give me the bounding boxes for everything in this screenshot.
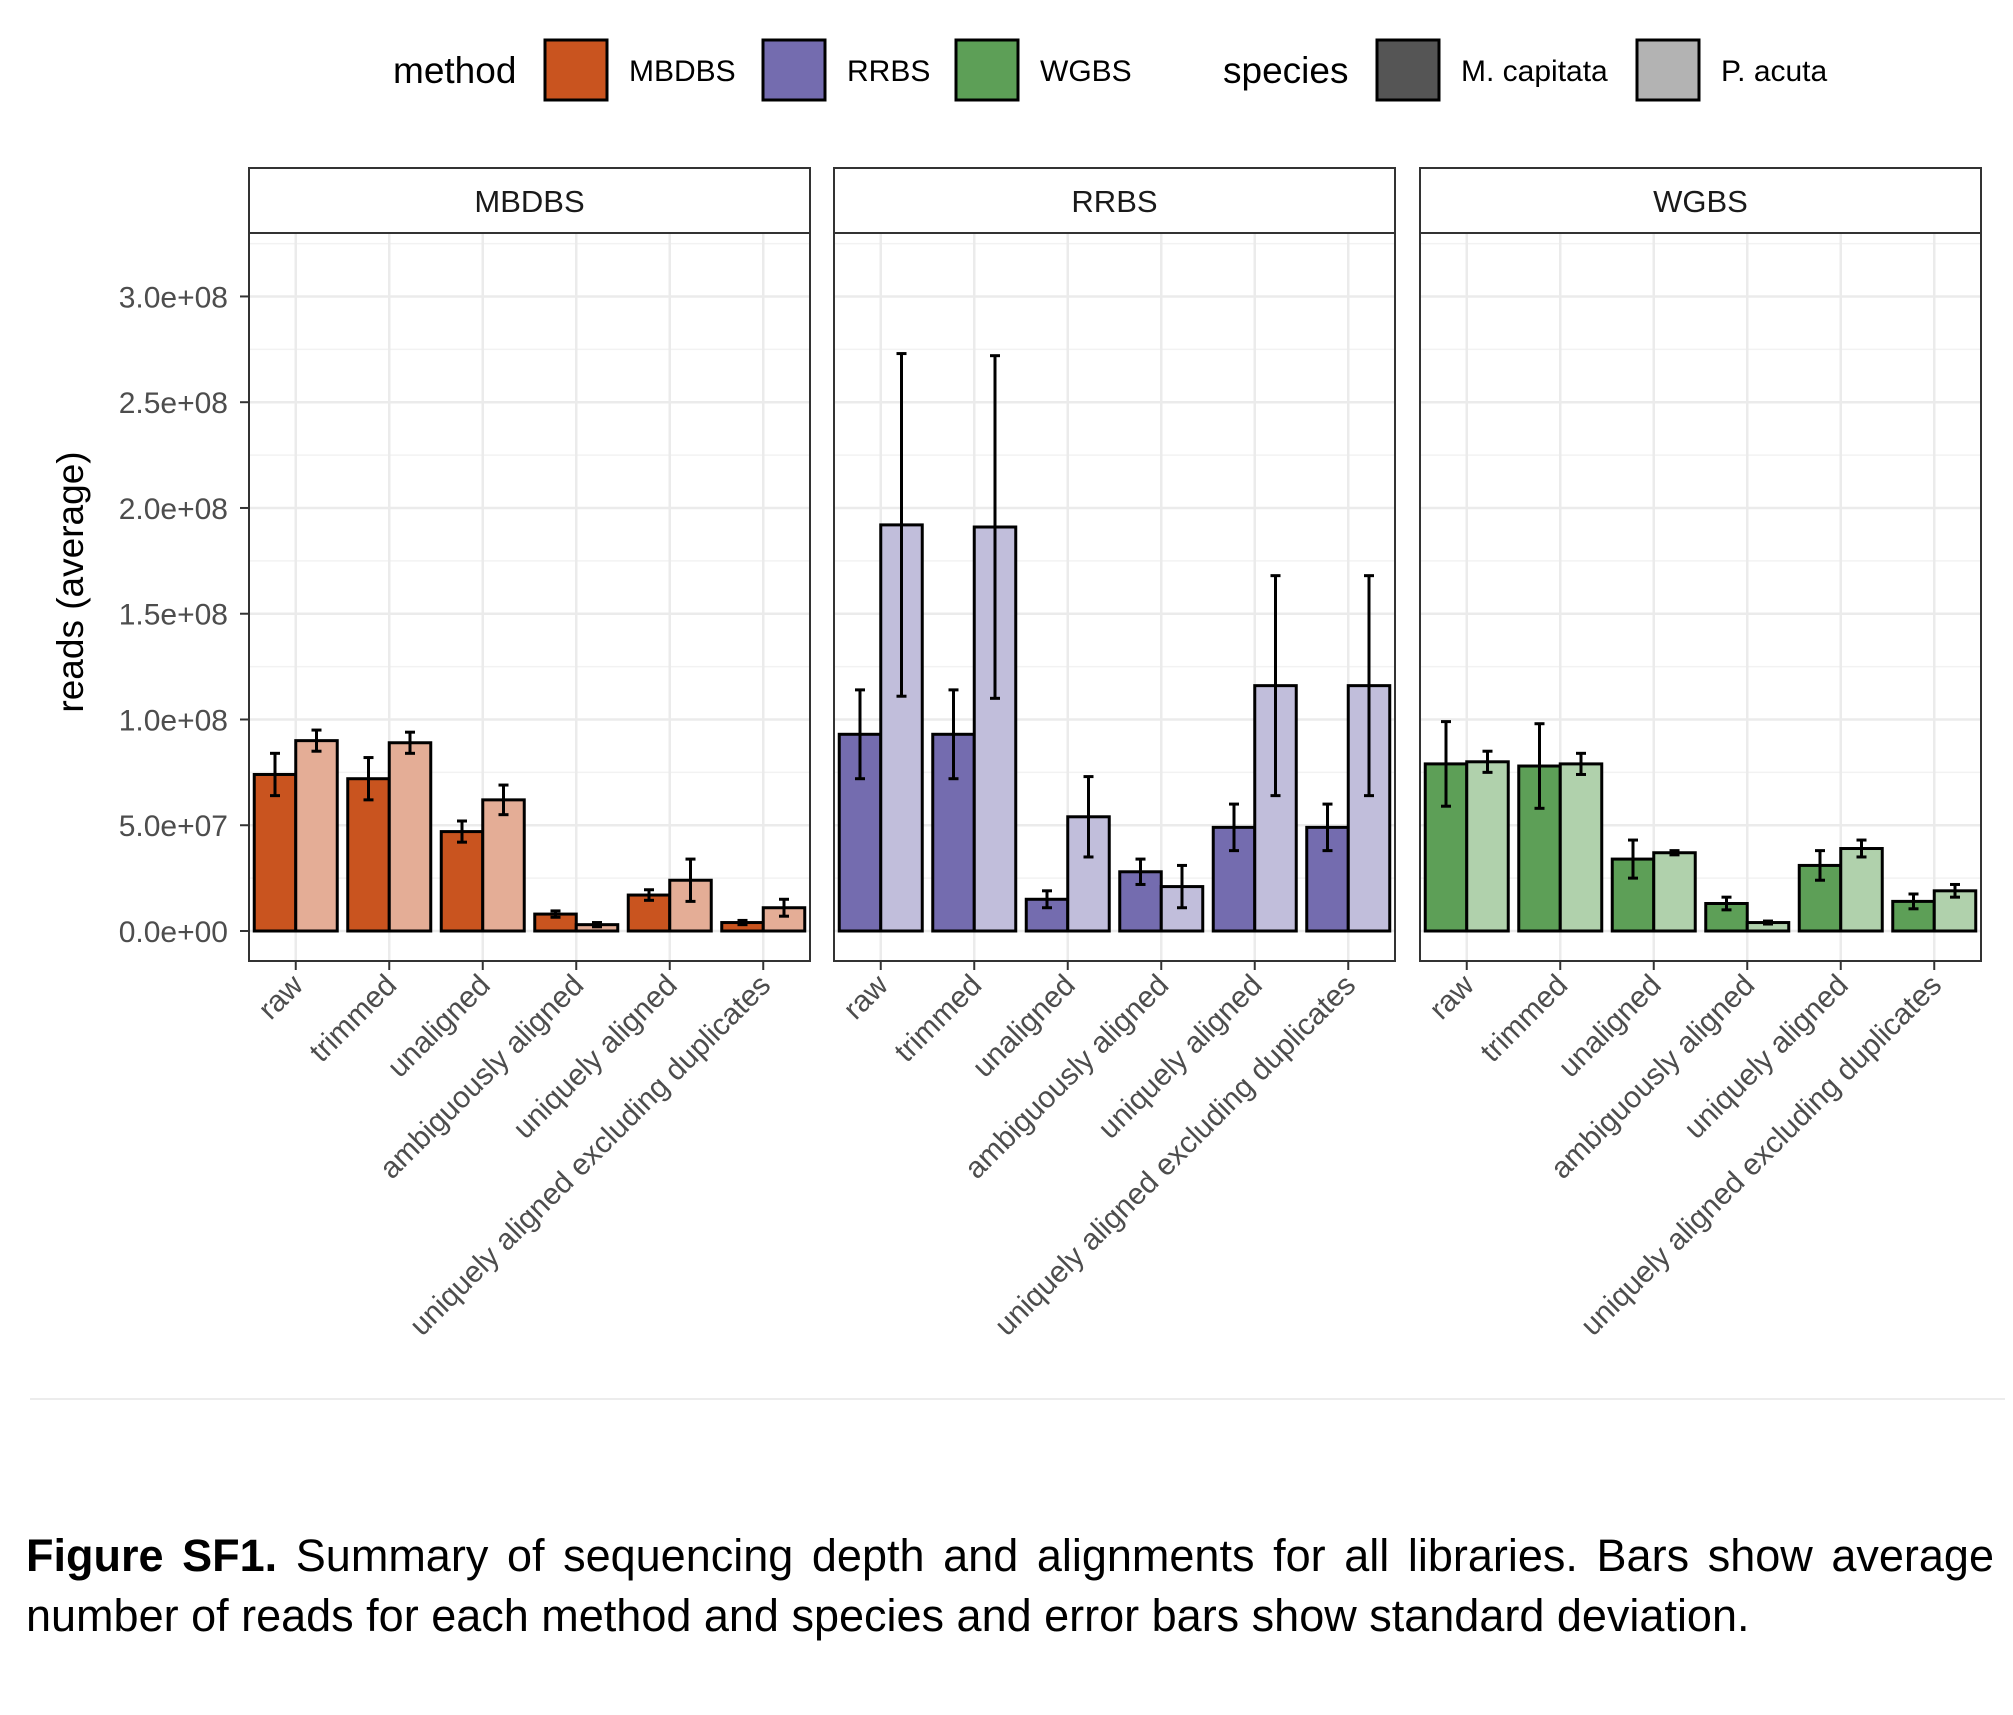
bar-mbdbs-1-2 bbox=[439, 830, 485, 933]
bar-mbdbs-1-0 bbox=[252, 772, 298, 933]
legend-key-rrbs bbox=[761, 38, 827, 102]
legend-label-rrbs: RRBS bbox=[847, 55, 930, 88]
caption-label: Figure SF1. bbox=[26, 1530, 278, 1581]
bar-wgbs-2-4 bbox=[1839, 847, 1884, 933]
caption-text: Summary of sequencing depth and alignmen… bbox=[26, 1530, 1994, 1641]
strip-wgbs bbox=[1419, 167, 1982, 234]
legend-label-mbdbs: MBDBS bbox=[629, 55, 736, 88]
panel-border-rrbs bbox=[833, 232, 1396, 962]
legend: method MBDBS RRBS WGBS species M. capitata P. … bbox=[393, 38, 1828, 102]
bar-wgbs-2-0 bbox=[1465, 760, 1510, 933]
panel-border-wgbs bbox=[1419, 232, 1982, 962]
bar-wgbs-1-4 bbox=[1797, 863, 1843, 933]
x-tick-label-mbdbs-4: uniquely aligned bbox=[507, 969, 684, 1146]
faceted-bar-chart: method MBDBS RRBS WGBS species M. capitata P. … bbox=[50, 38, 1982, 1342]
bar-mbdbs-2-0 bbox=[294, 739, 339, 933]
y-tick-label-1: 5.0e+07 bbox=[119, 810, 228, 843]
plot-area-mbdbs bbox=[249, 233, 810, 961]
y-tick-label-6: 3.0e+08 bbox=[119, 281, 228, 314]
x-tick-label-wgbs-0: raw bbox=[1423, 968, 1481, 1026]
x-tick-label-rrbs-4: uniquely aligned bbox=[1092, 969, 1269, 1146]
bar-wgbs-1-1 bbox=[1517, 764, 1562, 933]
strip-label-rrbs: RRBS bbox=[1071, 184, 1157, 219]
legend-title-species: species bbox=[1223, 50, 1348, 91]
plot-area-rrbs bbox=[834, 233, 1395, 961]
legend-title-method: method bbox=[393, 50, 516, 91]
legend-key-species-2 bbox=[1635, 38, 1701, 102]
plot-area-wgbs bbox=[1420, 233, 1981, 961]
y-tick-label-2: 1.0e+08 bbox=[119, 704, 228, 737]
y-tick-label-4: 2.0e+08 bbox=[119, 493, 228, 526]
y-axis: 0.0e+00 5.0e+07 1.0e+08 1.5e+08 2.0e+08 2.5e+… bbox=[50, 281, 249, 949]
x-tick-label-rrbs-0: raw bbox=[837, 968, 895, 1026]
legend-key-wgbs bbox=[954, 38, 1020, 102]
x-tick-label-mbdbs-0: raw bbox=[252, 968, 310, 1026]
bar-wgbs-2-2 bbox=[1652, 851, 1697, 933]
strip-label-mbdbs: MBDBS bbox=[474, 184, 584, 219]
legend-label-wgbs: WGBS bbox=[1040, 55, 1132, 88]
y-axis-title: reads (average) bbox=[50, 451, 91, 712]
y-tick-label-0: 0.0e+00 bbox=[119, 916, 228, 949]
legend-label-species-2: P. acuta bbox=[1721, 55, 1828, 88]
strip-label-wgbs: WGBS bbox=[1653, 184, 1748, 219]
bar-mbdbs-2-2 bbox=[481, 798, 526, 933]
legend-label-species-1: M. capitata bbox=[1461, 55, 1608, 88]
legend-key-species-1 bbox=[1375, 38, 1441, 102]
figure-caption: Figure SF1. Summary of sequencing depth … bbox=[26, 1526, 1994, 1646]
x-tick-label-wgbs-4: uniquely aligned bbox=[1678, 969, 1855, 1146]
divider bbox=[30, 1398, 2005, 1400]
bar-mbdbs-1-1 bbox=[346, 777, 391, 933]
bar-wgbs-2-1 bbox=[1558, 762, 1604, 933]
bar-mbdbs-2-1 bbox=[387, 741, 433, 933]
legend-key-mbdbs bbox=[543, 38, 609, 102]
y-tick-label-3: 1.5e+08 bbox=[119, 599, 228, 632]
y-tick-label-5: 2.5e+08 bbox=[119, 387, 228, 420]
panel-border-mbdbs bbox=[248, 232, 811, 962]
